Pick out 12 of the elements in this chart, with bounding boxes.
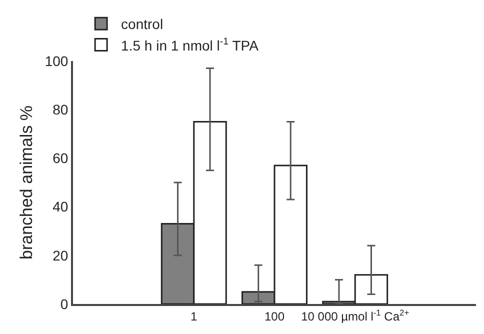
legend-label: 1.5 h in 1 nmol l$^{-1}$ TPA bbox=[121, 36, 260, 54]
y-tick-label: 20 bbox=[52, 247, 68, 264]
y-tick-label: 0 bbox=[60, 296, 68, 312]
x-tick-label: 1 bbox=[190, 309, 198, 324]
y-tick-label: 60 bbox=[52, 150, 68, 166]
x-tick-label: 10 000 µmol l$^{-1}$ Ca$^{2+}$ bbox=[301, 307, 410, 324]
y-tick-label: 40 bbox=[52, 198, 68, 215]
y-tick-label: 100 bbox=[44, 52, 68, 69]
y-tick-label: 80 bbox=[52, 102, 68, 118]
x-tick-label: 100 bbox=[264, 309, 285, 324]
y-axis-title: branched animals % bbox=[16, 105, 36, 260]
legend-label: control bbox=[121, 16, 164, 32]
